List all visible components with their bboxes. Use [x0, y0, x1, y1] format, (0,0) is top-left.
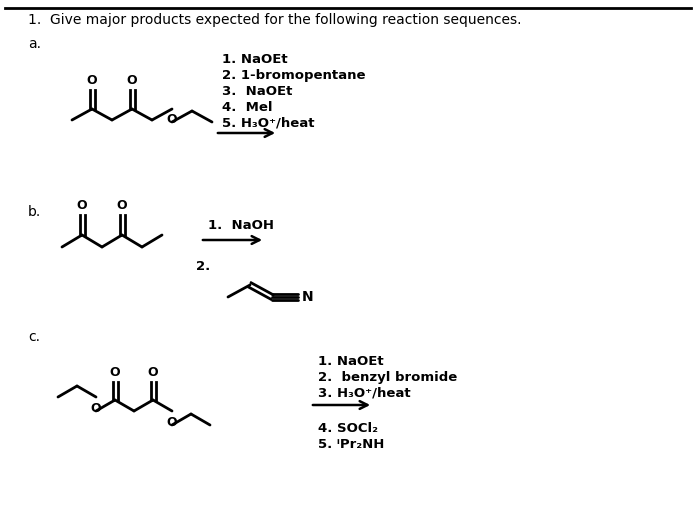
- Text: b.: b.: [28, 205, 41, 219]
- Text: 5. H₃O⁺/heat: 5. H₃O⁺/heat: [222, 117, 315, 130]
- Text: O: O: [166, 113, 177, 126]
- Text: 4.  Mel: 4. Mel: [222, 101, 273, 114]
- Text: O: O: [166, 416, 177, 429]
- Text: O: O: [90, 402, 102, 415]
- Text: O: O: [87, 74, 97, 87]
- Text: 3. H₃O⁺/heat: 3. H₃O⁺/heat: [318, 387, 411, 400]
- Text: 2. 1-bromopentane: 2. 1-bromopentane: [222, 69, 365, 82]
- Text: 1. NaOEt: 1. NaOEt: [222, 53, 287, 66]
- Text: 1. NaOEt: 1. NaOEt: [318, 355, 383, 368]
- Text: 3.  NaOEt: 3. NaOEt: [222, 85, 292, 98]
- Text: 5. ⁱPr₂NH: 5. ⁱPr₂NH: [318, 438, 384, 451]
- Text: 1.  NaOH: 1. NaOH: [208, 219, 274, 232]
- Text: O: O: [148, 366, 158, 379]
- Text: c.: c.: [28, 330, 40, 344]
- Text: 4. SOCl₂: 4. SOCl₂: [318, 422, 378, 435]
- Text: O: O: [117, 199, 127, 212]
- Text: 1.  Give major products expected for the following reaction sequences.: 1. Give major products expected for the …: [28, 13, 521, 27]
- Text: O: O: [77, 199, 87, 212]
- Text: O: O: [127, 74, 137, 87]
- Text: 2.: 2.: [196, 260, 210, 273]
- Text: O: O: [110, 366, 120, 379]
- Text: a.: a.: [28, 37, 41, 51]
- Text: 2.  benzyl bromide: 2. benzyl bromide: [318, 371, 457, 384]
- Text: N: N: [302, 290, 314, 304]
